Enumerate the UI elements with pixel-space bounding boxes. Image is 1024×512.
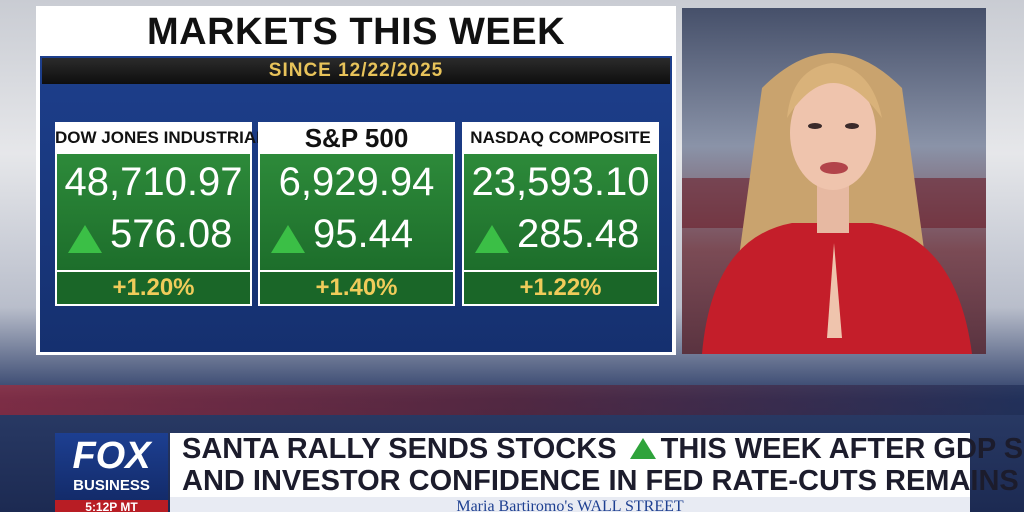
up-arrow-icon bbox=[67, 224, 103, 254]
up-arrow-shape bbox=[68, 225, 102, 253]
anchor-figure bbox=[682, 53, 986, 354]
clock: 5:12P MT bbox=[55, 500, 168, 512]
index-percent: +1.40% bbox=[260, 272, 453, 304]
index-value: 23,593.10 bbox=[471, 160, 650, 204]
panel-title: MARKETS THIS WEEK bbox=[40, 8, 672, 56]
index-change: 95.44 bbox=[313, 212, 414, 256]
show-name: Maria Bartiromo's WALL STREET bbox=[170, 497, 970, 512]
headline-text: SANTA RALLY SENDS STOCKS bbox=[182, 433, 617, 465]
up-arrow-shape bbox=[271, 225, 305, 253]
headline-line: SANTA RALLY SENDS STOCKS THIS WEEK AFTER… bbox=[182, 433, 1024, 465]
anchor-video bbox=[682, 8, 986, 354]
logo-fox: FOX bbox=[72, 435, 151, 477]
index-name: S&P 500 bbox=[304, 123, 409, 153]
index-card: NASDAQ COMPOSITE 23,593.10 285.48 +1.22% bbox=[462, 122, 659, 306]
index-card: DOW JONES INDUSTRIALS 48,710.97 576.08 +1.2… bbox=[55, 122, 278, 306]
up-arrow-icon bbox=[270, 224, 306, 254]
up-arrow-shape bbox=[475, 225, 509, 253]
index-name: NASDAQ COMPOSITE bbox=[470, 128, 651, 147]
index-value: 48,710.97 bbox=[64, 160, 243, 204]
channel-logo: FOX BUSINESS bbox=[55, 433, 168, 500]
up-arrow-icon bbox=[629, 438, 656, 459]
index-change: 576.08 bbox=[110, 212, 233, 256]
up-arrow-icon bbox=[474, 224, 510, 254]
index-percent: +1.22% bbox=[464, 272, 657, 304]
headline: SANTA RALLY SENDS STOCKS THIS WEEK AFTER… bbox=[170, 433, 1024, 497]
index-name: DOW JONES INDUSTRIALS bbox=[55, 128, 278, 147]
index-change: 285.48 bbox=[517, 212, 640, 256]
headline-line: AND INVESTOR CONFIDENCE IN FED RATE-CUTS… bbox=[182, 465, 1024, 497]
logo-business: BUSINESS bbox=[73, 477, 150, 494]
headline-text: THIS WEEK AFTER GDP SURGES bbox=[660, 433, 1024, 465]
index-card: S&P 500 6,929.94 95.44 +1.40% bbox=[258, 122, 455, 306]
index-value: 6,929.94 bbox=[278, 160, 435, 204]
index-percent: +1.20% bbox=[57, 272, 250, 304]
studio-stripe bbox=[0, 385, 1024, 415]
panel-subtitle: SINCE 12/22/2025 bbox=[42, 58, 670, 84]
